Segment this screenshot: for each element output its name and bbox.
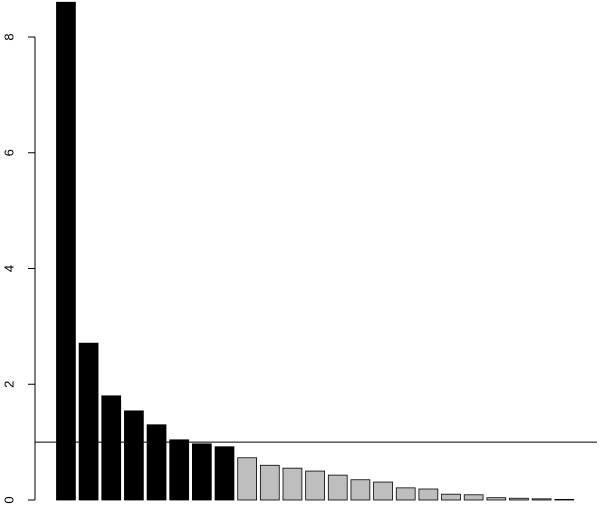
bar [282, 467, 303, 501]
bar [169, 439, 190, 501]
bar [395, 487, 416, 501]
bar [237, 457, 257, 501]
bar [56, 1, 76, 501]
y-tick-label: 4 [1, 265, 16, 272]
bar [509, 497, 529, 501]
bar [327, 474, 348, 501]
bar [554, 499, 575, 501]
y-tick-label: 0 [1, 496, 16, 503]
y-tick-label: 6 [1, 149, 16, 156]
bar [350, 479, 371, 501]
y-tick-label: 8 [1, 33, 16, 40]
bar [531, 498, 552, 501]
bar [214, 446, 235, 501]
bar [78, 342, 99, 501]
bar [146, 424, 167, 501]
bar [101, 395, 122, 501]
bar [373, 481, 393, 501]
bar [259, 464, 280, 501]
bar [124, 410, 144, 501]
bar [418, 488, 439, 501]
bar [191, 443, 212, 501]
bar [305, 470, 325, 501]
bar [463, 494, 484, 501]
y-tick-label: 2 [1, 381, 16, 388]
bar [441, 493, 461, 501]
bar [486, 497, 507, 501]
